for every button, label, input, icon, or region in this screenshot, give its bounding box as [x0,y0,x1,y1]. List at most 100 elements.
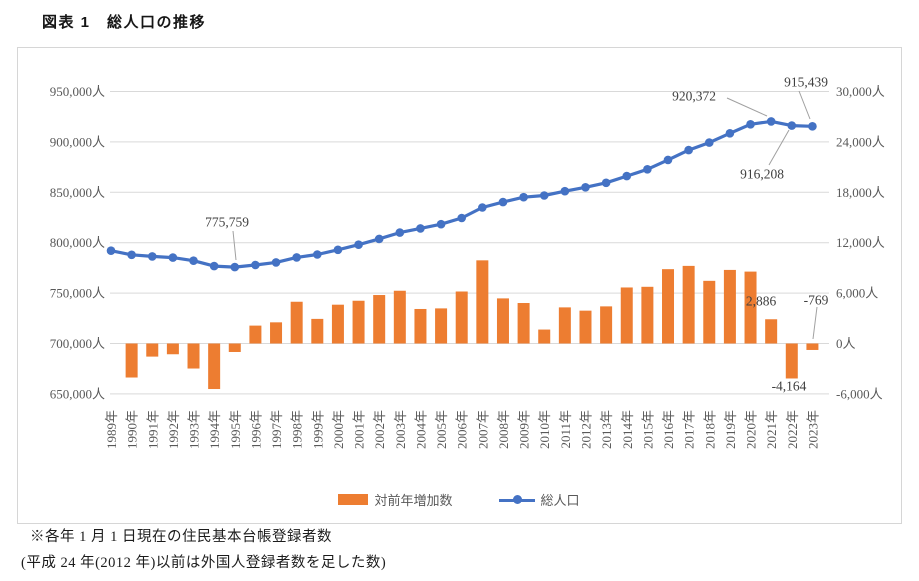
bar-2022年 [785,343,798,379]
bar-1996年 [249,325,262,344]
annotation-leader [232,230,237,261]
annotation-leader [768,129,790,166]
right-axis-tick: 24,000人 [836,134,885,149]
bar-series-label: 対前年増加数 [374,493,453,508]
annotation-label: 915,439 [784,75,828,90]
point-2012年 [581,183,590,192]
bar-2005年 [435,308,448,344]
x-axis-tick: 2022年 [785,410,800,449]
point-1991年 [147,252,157,261]
bar-1998年 [290,301,303,344]
point-2014年 [622,171,632,181]
left-axis-tick: 800,000人 [50,235,105,250]
bar-2016年 [662,269,675,344]
x-axis-tick: 1992年 [166,410,181,449]
point-2004年 [416,224,425,233]
x-axis-tick: 2000年 [331,410,346,449]
left-axis-tick: 950,000人 [50,84,105,99]
x-axis-tick: 2011年 [558,410,573,449]
bar-2004年 [414,308,427,344]
bar-2002年 [373,295,386,344]
x-axis-tick: 2006年 [455,410,470,449]
bar-2014年 [620,287,633,344]
left-axis-tick: 750,000人 [50,286,105,301]
x-axis-tick: 1991年 [145,410,160,449]
x-axis-tick: 1993年 [187,410,202,449]
bar-2000年 [331,304,344,344]
bar-2001年 [352,300,365,344]
annotations: 775,759 920,372 915,439 916,208 2,886 -769 -4,… [205,75,829,394]
bar-2003年 [393,290,406,344]
annotation-leader [798,90,811,120]
x-axis-tick: 2004年 [413,410,428,449]
annotation-label: -769 [804,293,829,308]
point-2013年 [601,178,611,188]
bar-2015年 [641,286,654,344]
left-axis-tick: 900,000人 [50,134,105,149]
annotation-label: 775,759 [205,215,249,230]
point-1995年 [230,262,240,272]
x-axis-tick: 2023年 [805,410,820,449]
point-2005年 [436,219,446,229]
annotation-leader [812,306,818,340]
bar-2017年 [682,265,695,344]
annotation-label: 916,208 [740,167,784,182]
point-2002年 [374,234,384,244]
x-axis-tick: 2019年 [723,410,738,449]
x-axis-tick: 2009年 [517,410,532,449]
right-axis-tick: 18,000人 [836,185,885,200]
point-1989年 [106,246,116,255]
bar-2011年 [558,307,571,344]
point-2016年 [663,155,673,165]
left-axis-labels: 950,000人 900,000人 850,000人 800,000人 750,000人… [50,84,105,401]
point-2001年 [354,240,363,249]
bar-2008年 [496,298,509,344]
x-axis-tick: 2021年 [764,410,779,449]
right-axis-tick: 30,000人 [836,84,885,99]
bar-2021年 [765,319,778,344]
point-2022年 [787,121,797,130]
bar-2012年 [579,310,592,344]
point-2020年 [746,120,755,129]
left-axis-tick: 700,000人 [50,336,105,351]
legend-item-bar: 対前年増加数 [338,490,453,509]
right-axis-tick: 0人 [836,336,856,351]
annotation-label: 2,886 [746,294,777,309]
point-2007年 [478,203,487,212]
point-2006年 [457,213,467,223]
x-axis-tick: 2017年 [682,410,697,449]
bar-1995年 [228,343,241,352]
point-2010年 [539,191,549,200]
x-axis-tick: 2002年 [372,410,387,449]
point-1997年 [271,258,281,267]
bar-2013年 [600,306,613,344]
point-2023年 [808,122,817,131]
x-axis-tick: 1989年 [104,410,119,449]
point-2021年 [766,117,776,126]
bar-1999年 [311,318,324,344]
right-axis-labels: 30,000人 24,000人 18,000人 12,000人 6,000人 0人 -6,0… [836,84,885,401]
x-axis-tick: 2016年 [661,410,676,449]
x-axis-tick: 2007年 [475,410,490,449]
right-axis-tick: 12,000人 [836,235,885,250]
point-1993年 [189,256,198,266]
point-1994年 [209,261,219,271]
line-series-total-population [106,117,817,272]
x-axis-tick: 2013年 [599,410,614,449]
bar-2020年 [744,271,757,344]
legend-item-line: 総人口 [498,490,580,509]
point-1996年 [251,260,260,270]
point-1990年 [127,250,136,260]
footnote-line-2: (平成 24 年(2012 年)以前は外国人登録者数を足した数) [21,555,387,571]
x-axis-tick: 1996年 [248,410,263,449]
bar-1990年 [125,343,138,378]
x-axis-tick: 1994年 [207,410,222,449]
bar-1991年 [146,343,159,357]
point-1998年 [292,253,301,262]
bar-2019年 [723,269,736,344]
left-axis-tick: 850,000人 [50,185,105,200]
x-axis-tick: 2010年 [537,410,552,449]
bar-1994年 [208,343,221,390]
bar-1992年 [166,343,179,355]
